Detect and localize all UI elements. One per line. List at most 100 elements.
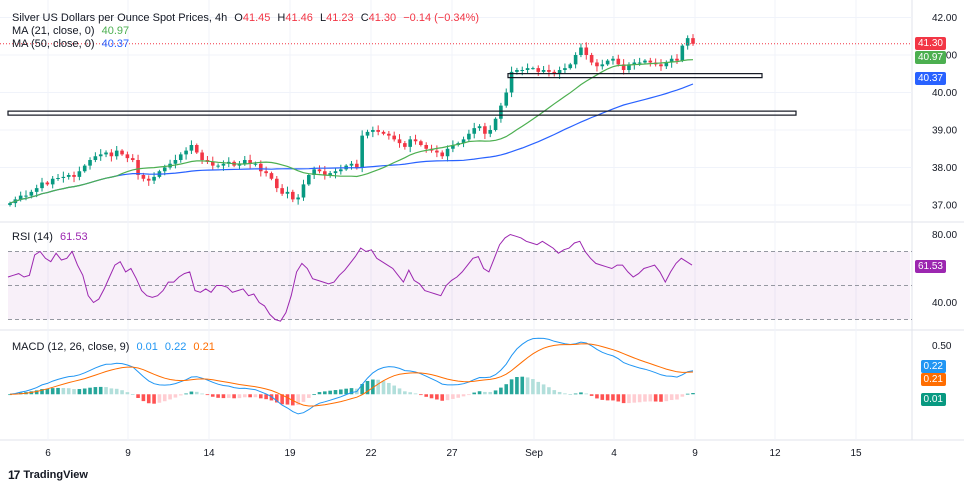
macd-bar (584, 393, 589, 395)
candle-body (461, 139, 466, 144)
candle-body (77, 171, 82, 177)
macd-bar (130, 394, 135, 395)
macd-bar (525, 377, 530, 395)
macd-bar (397, 388, 402, 395)
candle-body (621, 64, 626, 70)
candle-body (274, 178, 279, 189)
x-tick-label: 6 (45, 448, 51, 459)
macd-bar (387, 382, 391, 395)
macd-bar (98, 386, 103, 395)
macd-bar (360, 383, 364, 395)
macd-bar (515, 376, 519, 395)
macd-bar (627, 394, 631, 404)
candle-body (504, 92, 509, 106)
candle-body (568, 64, 573, 69)
macd-bar (258, 394, 263, 399)
macd-bar (659, 394, 663, 402)
candle-body (45, 182, 50, 185)
candle-body (355, 163, 359, 168)
candle-body (210, 161, 215, 166)
macd-bar (184, 393, 188, 395)
macd-bar (120, 390, 124, 395)
macd-bar (376, 379, 380, 395)
ma21-value: 40.97 (101, 25, 130, 37)
candle-body (24, 195, 28, 197)
x-tick-label: 15 (850, 448, 862, 459)
candle-body (493, 118, 498, 130)
candle-body (536, 68, 541, 72)
macd-bar (467, 394, 471, 396)
candle-body (184, 150, 188, 155)
candle-body (307, 175, 311, 185)
candle-body (365, 131, 370, 136)
macd-bar (61, 388, 66, 395)
macd-bar (200, 393, 204, 395)
candle-body (381, 131, 386, 134)
macd-bar (568, 394, 573, 395)
candle-body (435, 150, 439, 153)
macd-bar (248, 394, 252, 398)
macd-bar (408, 392, 412, 395)
candle-body (387, 133, 391, 136)
ma50-label: MA (50, close, 0) (12, 38, 95, 50)
x-tick-label: 4 (611, 448, 617, 459)
candle-body (120, 150, 124, 155)
hist-price-label: 0.01 (920, 393, 946, 406)
symbol-title: Silver US Dollars per Ounce Spot Prices,… (12, 12, 228, 24)
macd-bar (173, 394, 178, 398)
candle-body (477, 126, 482, 129)
candle-body (360, 135, 364, 168)
macd-bar (93, 387, 98, 395)
macd-bar (109, 388, 114, 395)
candle-body (675, 58, 679, 61)
macd-bar (66, 388, 71, 395)
candle-body (82, 165, 87, 172)
candle-body (467, 133, 471, 140)
macd-bar (456, 394, 461, 398)
y-tick-label: 40.00 (932, 88, 957, 99)
macd-bar (82, 388, 87, 395)
candle-body (104, 152, 108, 155)
rsi-tick-label: 40.00 (932, 298, 957, 309)
candle-body (93, 156, 98, 160)
x-tick-label: 9 (125, 448, 131, 459)
candle-body (648, 60, 653, 63)
signal-price-label: 0.21 (920, 373, 946, 386)
macd-bar (77, 389, 82, 395)
macd-bar (435, 394, 439, 400)
macd-tick-label: 0.50 (932, 341, 952, 352)
macd-bar (296, 394, 300, 405)
ohlc-low: L41.23 (319, 12, 354, 24)
tradingview-logo[interactable]: 17 TradingView (8, 468, 88, 482)
candle-body (445, 148, 450, 157)
macd-bar (205, 394, 210, 396)
macd-bar (168, 394, 172, 400)
macd-bar (531, 379, 535, 395)
candle-body (595, 62, 599, 67)
macd-bar (178, 394, 183, 396)
candle-body (178, 154, 183, 160)
candle-body (8, 203, 12, 205)
candle-body (72, 175, 76, 177)
macd-bar (499, 387, 503, 395)
macd-bar (440, 394, 445, 401)
rsi-label: RSI (14) (12, 231, 53, 243)
macd-bar (242, 394, 247, 398)
candle-body (413, 139, 418, 142)
macd-bar (253, 394, 258, 398)
candle-body (579, 47, 583, 55)
macd-bar (157, 394, 162, 403)
candle-body (605, 60, 610, 65)
macd-bar (557, 391, 562, 395)
candle-body (333, 171, 338, 174)
macd-bar (141, 394, 146, 402)
ma21-price-label: 40.97 (914, 51, 946, 64)
candle-body (483, 126, 487, 134)
candle-body (440, 152, 445, 157)
x-tick-label: 22 (365, 448, 377, 459)
candle-body (301, 184, 306, 198)
macd-bar (40, 389, 44, 395)
candle-body (141, 175, 146, 179)
candle-body (248, 160, 252, 164)
